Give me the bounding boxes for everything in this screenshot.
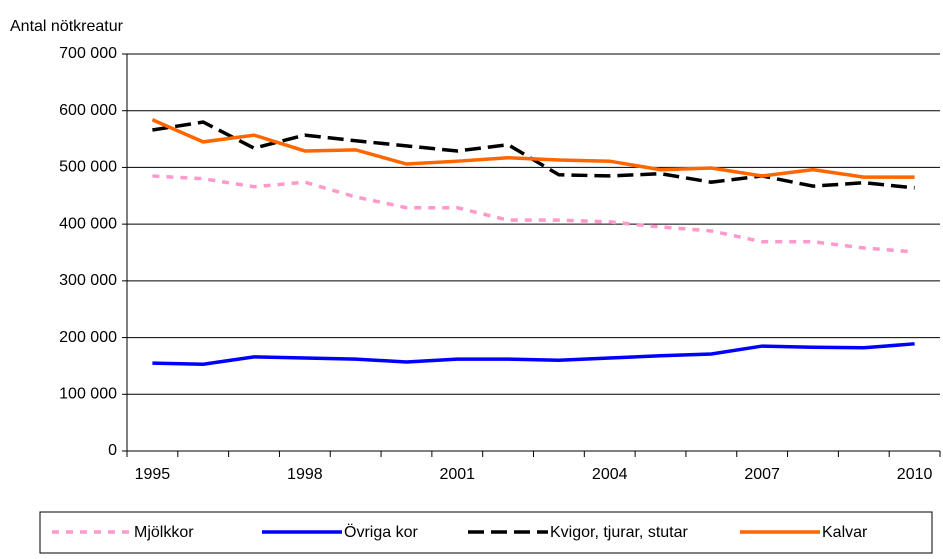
y-tick-label: 500 000 bbox=[59, 159, 117, 176]
y-tick-label: 600 000 bbox=[59, 102, 117, 119]
x-tick-label: 2007 bbox=[744, 466, 780, 483]
series-line bbox=[152, 174, 915, 254]
series-line bbox=[152, 120, 915, 190]
legend-label: Mjölkkor bbox=[134, 524, 194, 541]
y-axis-label: Antal nötkreatur bbox=[10, 18, 124, 35]
y-tick-label: 200 000 bbox=[59, 329, 117, 346]
series-line bbox=[151, 118, 915, 179]
legend-box bbox=[39, 511, 933, 554]
x-tick-label: 1995 bbox=[135, 466, 171, 483]
legend-label: Övriga kor bbox=[344, 523, 418, 541]
y-tick-label: 300 000 bbox=[59, 272, 117, 289]
y-tick-label: 0 bbox=[108, 442, 117, 459]
legend-label: Kvigor, tjurar, stutar bbox=[550, 524, 689, 541]
y-tick-label: 400 000 bbox=[59, 215, 117, 232]
x-tick-label: 2010 bbox=[897, 466, 933, 483]
y-tick-label: 700 000 bbox=[59, 45, 117, 62]
x-tick-label: 2001 bbox=[439, 466, 475, 483]
legend-label: Kalvar bbox=[822, 524, 868, 541]
x-tick-label: 1998 bbox=[287, 466, 323, 483]
y-tick-label: 100 000 bbox=[59, 386, 117, 403]
x-tick-label: 2004 bbox=[592, 466, 628, 483]
series-line bbox=[152, 342, 915, 366]
